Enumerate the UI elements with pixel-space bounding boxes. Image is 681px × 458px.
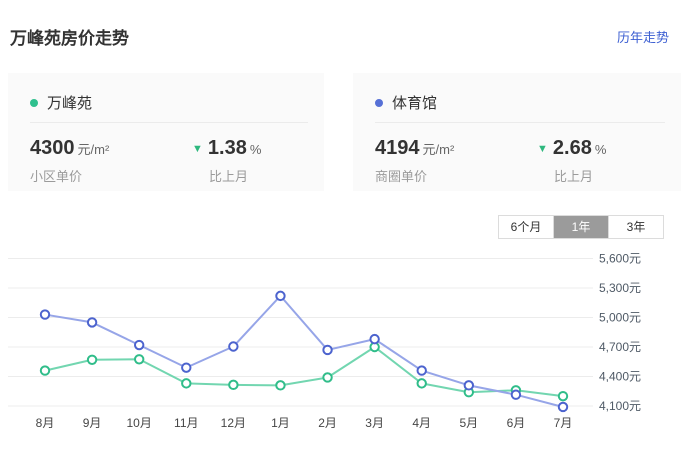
data-point[interactable]	[133, 339, 145, 351]
tab-6-months[interactable]: 6个月	[499, 216, 553, 238]
community-price-card: 万峰苑 4300 元/m² 小区单价 ▼ 1.38% 比上月	[8, 73, 324, 191]
change-column: ▼ 1.38% 比上月	[192, 137, 261, 185]
price-label: 商圈单价	[375, 169, 428, 184]
card-divider	[375, 122, 665, 123]
x-axis-tick-label: 5月	[459, 416, 478, 430]
data-point[interactable]	[275, 290, 286, 302]
data-point[interactable]	[133, 354, 145, 365]
data-point[interactable]	[369, 333, 380, 345]
data-point[interactable]	[228, 341, 239, 352]
data-point[interactable]	[416, 365, 427, 376]
y-axis-tick-label: 5,000元	[599, 311, 641, 325]
down-triangle-icon: ▼	[192, 143, 203, 155]
price-column: 4300 元/m² 小区单价	[30, 137, 192, 185]
district-name: 体育馆	[392, 95, 438, 112]
data-point[interactable]	[322, 372, 333, 383]
x-axis-tick-label: 4月	[412, 416, 431, 430]
down-triangle-icon: ▼	[537, 143, 548, 155]
page-title: 万峰苑房价走势	[10, 29, 129, 48]
price-trend-chart[interactable]: 4,100元 4,400元 4,700元 5,000元 5,300元 5,600元 8月 9月…	[0, 245, 681, 445]
change-column: ▼ 2.68% 比上月	[537, 137, 606, 185]
data-point[interactable]	[228, 379, 239, 391]
change-label: 比上月	[554, 169, 594, 184]
tab-1-year[interactable]: 1年	[553, 216, 608, 238]
change-label: 比上月	[209, 169, 249, 184]
price-value: 4300	[30, 137, 75, 159]
price-unit: 元/m²	[422, 142, 455, 157]
x-axis-tick-label: 8月	[36, 416, 55, 430]
x-axis-tick-label: 9月	[83, 416, 102, 430]
change-value: 1.38	[207, 137, 247, 159]
x-axis-tick-label: 7月	[554, 416, 573, 430]
community-name: 万峰苑	[47, 95, 93, 112]
green-series-dot-icon	[30, 98, 38, 107]
data-point[interactable]	[275, 380, 286, 391]
data-point[interactable]	[181, 362, 192, 373]
data-point[interactable]	[510, 389, 522, 400]
data-point[interactable]	[86, 354, 98, 365]
y-axis-tick-label: 5,600元	[599, 252, 641, 266]
data-point[interactable]	[39, 309, 51, 320]
card-body: 4194 元/m² 商圈单价 ▼ 2.68% 比上月	[375, 137, 671, 185]
data-point[interactable]	[322, 344, 333, 356]
series-line-万峰苑	[44, 346, 564, 398]
data-point[interactable]	[463, 380, 475, 391]
change-unit: %	[594, 142, 607, 157]
price-column: 4194 元/m² 商圈单价	[375, 137, 537, 185]
district-price-card: 体育馆 4194 元/m² 商圈单价 ▼ 2.68% 比上月	[353, 73, 681, 191]
y-axis-tick-label: 5,300元	[599, 281, 641, 295]
data-point[interactable]	[557, 401, 569, 413]
card-body: 4300 元/m² 小区单价 ▼ 1.38% 比上月	[30, 137, 314, 185]
history-trend-link[interactable]: 历年走势	[616, 30, 669, 45]
y-axis-tick-label: 4,700元	[599, 340, 641, 354]
data-point[interactable]	[39, 365, 51, 376]
x-axis-tick-label: 1月	[271, 416, 290, 430]
tab-3-years[interactable]: 3年	[608, 216, 663, 238]
header: 万峰苑房价走势 历年走势	[10, 24, 669, 49]
x-axis-tick-label: 3月	[365, 416, 384, 430]
price-unit: 元/m²	[77, 142, 110, 157]
price-label: 小区单价	[30, 169, 83, 184]
y-axis-tick-label: 4,400元	[599, 370, 641, 384]
card-head: 体育馆	[375, 92, 437, 113]
x-axis-tick-label: 2月	[318, 416, 337, 430]
data-point[interactable]	[86, 317, 98, 328]
data-point[interactable]	[181, 378, 192, 389]
x-axis-tick-label: 11月	[174, 416, 198, 430]
x-axis-tick-label: 10月	[127, 416, 152, 430]
card-head: 万峰苑	[30, 92, 92, 113]
x-axis-tick-label: 12月	[221, 416, 246, 430]
change-value: 2.68	[552, 137, 592, 159]
data-point[interactable]	[416, 378, 427, 389]
data-point[interactable]	[557, 390, 569, 402]
price-value: 4194	[375, 137, 420, 159]
x-axis-tick-label: 6月	[507, 416, 526, 430]
series-line-体育馆	[44, 294, 564, 408]
blue-series-dot-icon	[375, 98, 383, 107]
y-axis-tick-label: 4,100元	[599, 399, 641, 413]
change-unit: %	[249, 142, 262, 157]
period-tab-group: 6个月 1年 3年	[498, 215, 664, 239]
card-divider	[30, 122, 308, 123]
